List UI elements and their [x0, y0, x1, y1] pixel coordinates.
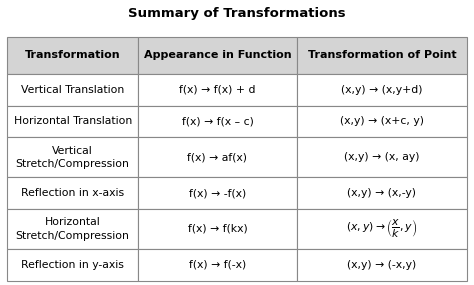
- Text: f(x) → -f(x): f(x) → -f(x): [189, 188, 246, 198]
- Bar: [138, 249, 297, 281]
- Bar: [297, 137, 467, 177]
- Bar: [138, 74, 297, 105]
- Text: Transformation of Point: Transformation of Point: [308, 50, 456, 60]
- Text: Vertical Translation: Vertical Translation: [21, 85, 124, 95]
- Text: f(x) → f(-x): f(x) → f(-x): [189, 260, 246, 270]
- Text: (x,y) → (-x,y): (x,y) → (-x,y): [347, 260, 417, 270]
- Text: (x,y) → (x,y+d): (x,y) → (x,y+d): [341, 85, 423, 95]
- Text: Appearance in Function: Appearance in Function: [144, 50, 291, 60]
- Text: Horizontal
Stretch/Compression: Horizontal Stretch/Compression: [16, 217, 129, 241]
- Bar: [297, 37, 467, 74]
- Bar: [138, 37, 297, 74]
- Bar: [7, 37, 138, 74]
- Text: f(x) → f(x – c): f(x) → f(x – c): [182, 117, 254, 127]
- Bar: [138, 137, 297, 177]
- Bar: [138, 105, 297, 137]
- Bar: [138, 177, 297, 209]
- Bar: [7, 177, 138, 209]
- Text: f(x) → af(x): f(x) → af(x): [187, 152, 247, 162]
- Bar: [297, 177, 467, 209]
- Text: f(x) → f(kx): f(x) → f(kx): [188, 224, 247, 234]
- Text: Reflection in x-axis: Reflection in x-axis: [21, 188, 124, 198]
- Bar: [297, 209, 467, 249]
- Text: Transformation: Transformation: [25, 50, 120, 60]
- Text: Vertical
Stretch/Compression: Vertical Stretch/Compression: [16, 146, 129, 169]
- Bar: [7, 137, 138, 177]
- Bar: [138, 209, 297, 249]
- Text: (x,y) → (x+c, y): (x,y) → (x+c, y): [340, 117, 424, 127]
- Text: Reflection in y-axis: Reflection in y-axis: [21, 260, 124, 270]
- Bar: [297, 74, 467, 105]
- Bar: [297, 105, 467, 137]
- Text: f(x) → f(x) + d: f(x) → f(x) + d: [179, 85, 255, 95]
- Text: (x,y) → (x,-y): (x,y) → (x,-y): [347, 188, 416, 198]
- Text: $(x,y) \rightarrow \left(\dfrac{x}{k},y\right)$: $(x,y) \rightarrow \left(\dfrac{x}{k},y\…: [346, 218, 418, 240]
- Bar: [297, 249, 467, 281]
- Text: Horizontal Translation: Horizontal Translation: [13, 117, 132, 127]
- Bar: [7, 209, 138, 249]
- Bar: [7, 249, 138, 281]
- Bar: [7, 74, 138, 105]
- Text: (x,y) → (x, ay): (x,y) → (x, ay): [344, 152, 419, 162]
- Text: Summary of Transformations: Summary of Transformations: [128, 7, 346, 20]
- Bar: [7, 105, 138, 137]
